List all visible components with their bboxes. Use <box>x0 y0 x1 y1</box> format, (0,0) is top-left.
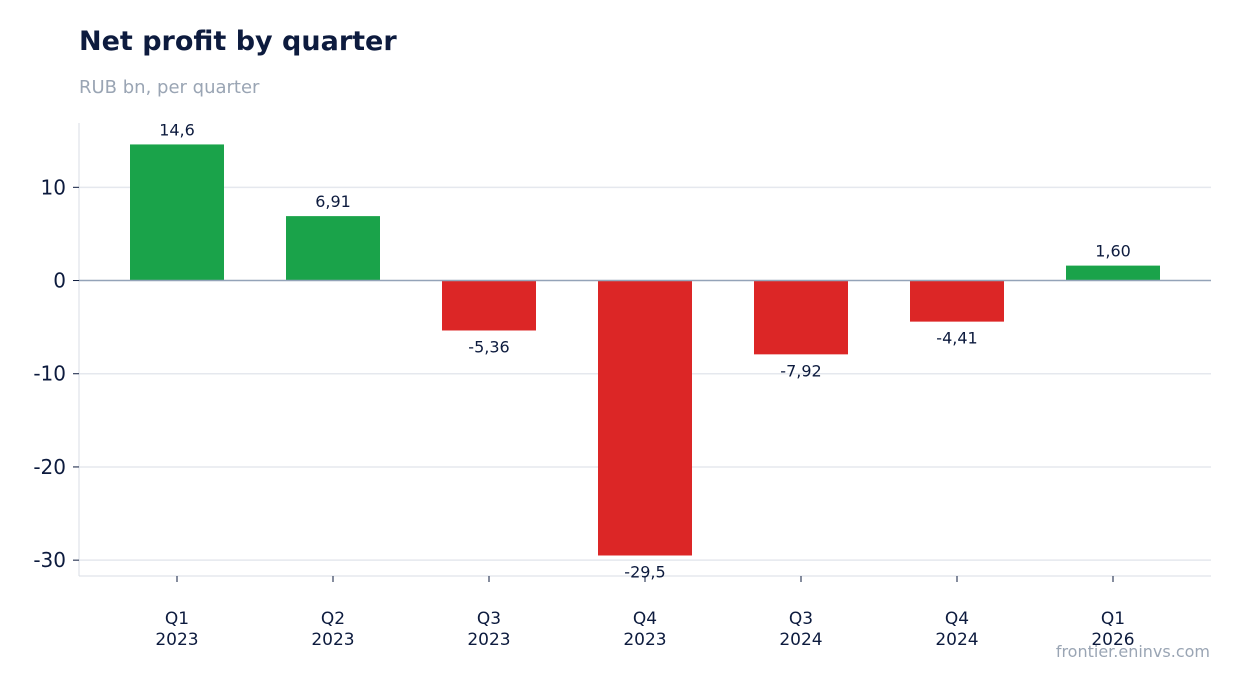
chart-subtitle: RUB bn, per quarter <box>79 77 260 98</box>
data-label: -29,5 <box>624 562 665 581</box>
x-tick-label-quarter: Q4 <box>945 609 969 629</box>
bar <box>130 144 224 281</box>
chart-title: Net profit by quarter <box>79 26 397 57</box>
source-watermark: frontier.eninvs.com <box>1055 642 1210 661</box>
bar <box>910 280 1004 322</box>
y-tick-label: -20 <box>33 455 66 479</box>
x-tick-label-year: 2023 <box>155 630 198 650</box>
bar <box>286 216 380 281</box>
bar <box>754 280 848 355</box>
x-tick-label-quarter: Q4 <box>633 609 657 629</box>
x-tick-label-year: 2024 <box>779 630 822 650</box>
x-tick-label-quarter: Q3 <box>789 609 813 629</box>
y-tick-label: 10 <box>41 175 66 199</box>
x-tick-label-quarter: Q1 <box>165 609 189 629</box>
y-tick-label: 0 <box>53 269 66 293</box>
x-tick-label-year: 2023 <box>623 630 666 650</box>
x-tick-label-year: 2023 <box>467 630 510 650</box>
x-tick-label-year: 2026 <box>1091 630 1134 650</box>
bar <box>598 280 692 556</box>
x-tick-label-year: 2023 <box>311 630 354 650</box>
x-tick-label-quarter: Q3 <box>477 609 501 629</box>
bar <box>1066 265 1160 281</box>
x-tick-label-quarter: Q2 <box>321 609 345 629</box>
data-label: -7,92 <box>780 361 821 380</box>
data-label: -4,41 <box>936 329 977 348</box>
data-label: 14,6 <box>159 120 195 139</box>
data-label: -5,36 <box>468 337 509 356</box>
y-tick-label: -10 <box>33 362 66 386</box>
data-label: 1,60 <box>1095 242 1131 261</box>
bar <box>442 280 536 331</box>
data-label: 6,91 <box>315 192 351 211</box>
x-tick-label-year: 2024 <box>935 630 978 650</box>
y-tick-label: -30 <box>33 548 66 572</box>
x-tick-label-quarter: Q1 <box>1101 609 1125 629</box>
